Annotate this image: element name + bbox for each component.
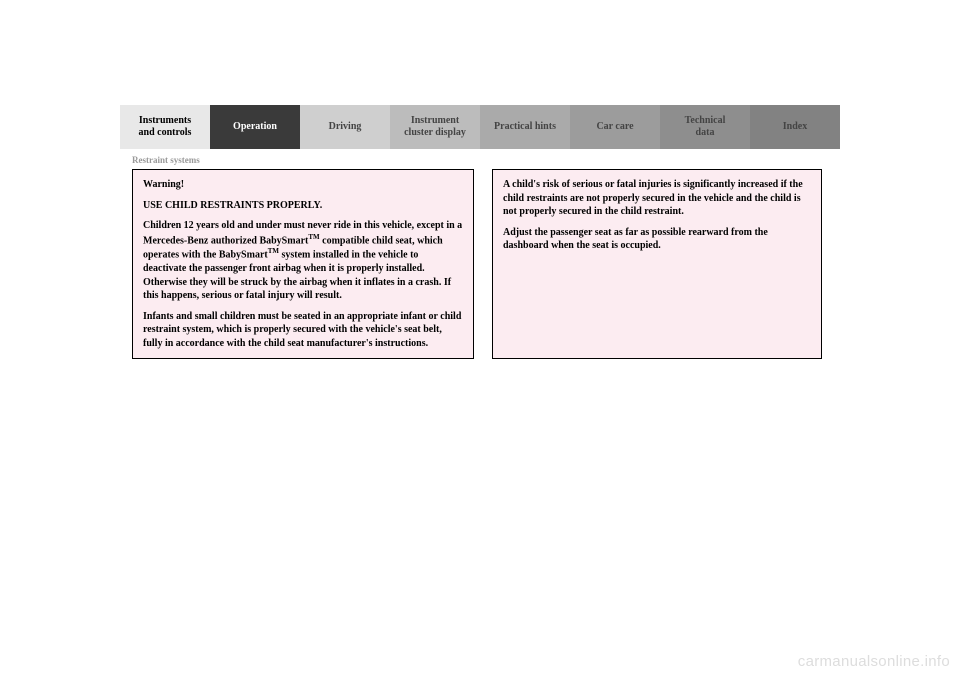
warning-right-p2: Adjust the passenger seat as far as poss… [503,226,811,253]
tab-driving[interactable]: Driving [300,105,390,149]
warning-subheading: USE CHILD RESTRAINTS PROPERLY. [143,199,463,213]
warning-left-p2: Infants and small children must be seate… [143,310,463,351]
tab-practical-hints[interactable]: Practical hints [480,105,570,149]
warning-heading: Warning! [143,178,463,192]
page-wrapper: Instrumentsand controls Operation Drivin… [120,105,840,359]
warning-box-left: Warning! USE CHILD RESTRAINTS PROPERLY. … [132,169,474,359]
tab-strip: Instrumentsand controls Operation Drivin… [120,105,840,149]
tab-instruments-controls[interactable]: Instrumentsand controls [120,105,210,149]
watermark: carmanualsonline.info [798,653,950,670]
tab-instrument-cluster[interactable]: Instrumentcluster display [390,105,480,149]
tab-operation[interactable]: Operation [210,105,300,149]
tm-sup-2: TM [268,247,279,255]
tab-car-care[interactable]: Car care [570,105,660,149]
tab-technical-data[interactable]: Technicaldata [660,105,750,149]
warning-box-right: A child's risk of serious or fatal injur… [492,169,822,359]
warning-left-p1: Children 12 years old and under must nev… [143,219,463,303]
tab-index[interactable]: Index [750,105,840,149]
content-area: Warning! USE CHILD RESTRAINTS PROPERLY. … [120,169,840,359]
tm-sup-1: TM [308,233,319,241]
warning-right-p1: A child's risk of serious or fatal injur… [503,178,811,219]
section-title: Restraint systems [132,155,840,165]
